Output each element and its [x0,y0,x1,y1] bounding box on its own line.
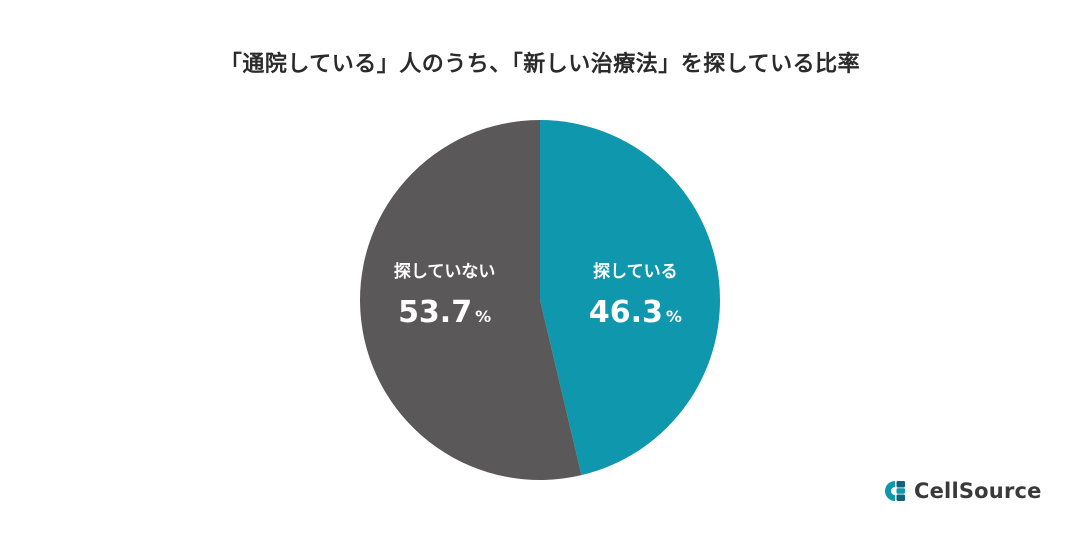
pie-slice-1 [360,120,582,480]
slice-label-1: 探していない [394,261,496,282]
slice-value-1: 53.7% [398,295,491,330]
slice-label-0: 探している [593,261,678,282]
pie-slice-0 [540,120,721,476]
cellsource-logo-icon [885,481,905,501]
chart-title: 「通院している」人のうち、「新しい治療法」を探している比率 [219,52,861,77]
slice-value-0: 46.3% [589,295,682,330]
brand-logo: CellSource [884,478,1042,504]
brand-name: CellSource [914,479,1042,503]
